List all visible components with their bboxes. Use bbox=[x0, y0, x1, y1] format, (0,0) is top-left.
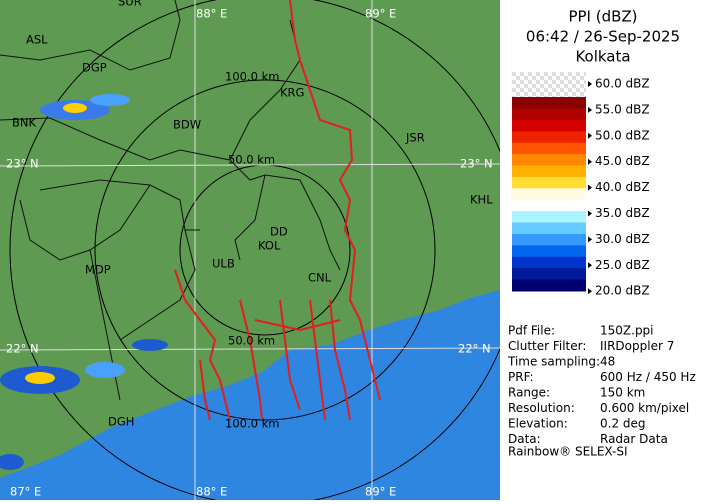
legend-label: 25.0 dBZ bbox=[595, 258, 650, 272]
info-value: 600 Hz / 450 Hz bbox=[600, 370, 696, 384]
color-band bbox=[512, 211, 586, 224]
info-value: 150Z.ppi bbox=[600, 324, 654, 338]
color-band bbox=[512, 188, 586, 201]
info-key: PRF: bbox=[508, 370, 534, 384]
color-band bbox=[512, 199, 586, 212]
color-band bbox=[512, 108, 586, 121]
color-band bbox=[512, 233, 586, 246]
legend-arrow bbox=[588, 210, 592, 217]
info-value: IIRDoppler 7 bbox=[600, 339, 674, 353]
city: DD bbox=[270, 225, 288, 239]
city: ASL bbox=[26, 33, 48, 47]
color-band bbox=[512, 222, 586, 235]
info-value: Radar Data bbox=[600, 432, 668, 446]
info-key: Range: bbox=[508, 386, 550, 400]
echoes bbox=[0, 94, 168, 470]
station: Kolkata bbox=[575, 48, 630, 66]
legend-label: 35.0 dBZ bbox=[595, 206, 650, 220]
color-bar bbox=[512, 72, 586, 292]
info-key: Time sampling: bbox=[507, 355, 600, 369]
info-value: 150 km bbox=[600, 386, 645, 400]
color-band bbox=[512, 165, 586, 178]
legend-arrow bbox=[588, 158, 592, 165]
map: SUR ASL DGP BNK BDW KRG JSR KHL DD KOL U… bbox=[0, 0, 500, 500]
legend-label: 30.0 dBZ bbox=[595, 232, 650, 246]
city: JSR bbox=[405, 131, 425, 145]
legend-arrow bbox=[588, 81, 592, 87]
grid-label: 22° N bbox=[458, 342, 491, 356]
legend-arrow bbox=[588, 262, 592, 269]
legend-arrow bbox=[588, 288, 592, 295]
info-key: Pdf File: bbox=[508, 324, 555, 338]
city: DGH bbox=[108, 415, 134, 429]
sea bbox=[0, 290, 500, 500]
footer: Rainbow® SELEX-SI bbox=[508, 445, 628, 459]
city: KRG bbox=[280, 86, 304, 100]
legend-label: 50.0 dBZ bbox=[595, 128, 650, 142]
color-band bbox=[512, 245, 586, 258]
grid-label: 89° E bbox=[365, 7, 396, 21]
district-borders bbox=[0, 0, 341, 401]
legend-label: 60.0 dBZ bbox=[595, 77, 650, 91]
grid-label: 23° N bbox=[6, 157, 39, 171]
city: BNK bbox=[12, 116, 36, 130]
city: DGP bbox=[82, 61, 107, 75]
grid-label: 87° E bbox=[10, 485, 41, 499]
info-key: Clutter Filter: bbox=[508, 339, 586, 353]
color-band bbox=[512, 142, 586, 155]
grid-label: 22° N bbox=[6, 342, 39, 356]
legend-label: 20.0 dBZ bbox=[595, 284, 650, 298]
grid-label: 88° E bbox=[196, 7, 227, 21]
color-band bbox=[512, 97, 586, 109]
legend-arrow bbox=[588, 184, 592, 191]
city: BDW bbox=[173, 118, 201, 132]
info-key: Resolution: bbox=[508, 401, 575, 415]
time: 06:42 / 26-Sep-2025 bbox=[526, 28, 680, 46]
graticule bbox=[0, 0, 500, 500]
legend-label: 40.0 dBZ bbox=[595, 180, 650, 194]
info-value: 0.600 km/pixel bbox=[600, 401, 689, 415]
info-key: Data: bbox=[508, 432, 541, 446]
city: ULB bbox=[212, 257, 235, 271]
side-panel: PPI (dBZ) 06:42 / 26-Sep-2025 Kolkata 60… bbox=[500, 0, 706, 500]
info-value: 0.2 deg bbox=[600, 417, 646, 431]
color-band bbox=[512, 119, 586, 132]
title: PPI (dBZ) bbox=[568, 8, 637, 26]
grid-label: 88° E bbox=[196, 485, 227, 499]
legend-arrow bbox=[588, 236, 592, 243]
borders bbox=[174, 0, 381, 421]
range-label: 50.0 km bbox=[228, 153, 275, 167]
legend-label: 45.0 dBZ bbox=[595, 154, 650, 168]
color-band bbox=[512, 154, 586, 166]
info-table: Pdf File: 150Z.ppi Clutter Filter: IIRDoppl… bbox=[507, 324, 696, 447]
city: KOL bbox=[258, 239, 281, 253]
city: KHL bbox=[470, 193, 493, 207]
color-band bbox=[512, 131, 586, 144]
grid-label: 89° E bbox=[365, 485, 396, 499]
range-label: 100.0 km bbox=[225, 70, 279, 84]
city-labels: SUR ASL DGP BNK BDW KRG JSR KHL DD KOL U… bbox=[12, 0, 493, 429]
legend: 60.0 dBZ 55.0 dBZ 50.0 dBZ 45.0 dBZ 40.0 dBZ… bbox=[588, 77, 650, 298]
grid-labels: 88° E 89° E 23° N 23° N 22° N 22° N 87° … bbox=[6, 7, 493, 499]
color-band bbox=[512, 279, 586, 292]
legend-arrow bbox=[588, 132, 592, 139]
range-label: 100.0 km bbox=[225, 417, 279, 431]
info-value: 48 bbox=[600, 355, 615, 369]
city: SUR bbox=[118, 0, 142, 9]
color-band bbox=[512, 256, 586, 269]
legend-arrow bbox=[588, 106, 592, 113]
color-band bbox=[512, 268, 586, 281]
range-label: 50.0 km bbox=[228, 334, 275, 348]
range-labels: 100.0 km 50.0 km 50.0 km 100.0 km bbox=[225, 70, 279, 431]
city: CNL bbox=[308, 271, 332, 285]
grid-label: 23° N bbox=[460, 157, 493, 171]
info-key: Elevation: bbox=[508, 417, 568, 431]
legend-label: 55.0 dBZ bbox=[595, 102, 650, 116]
city: MDP bbox=[85, 263, 111, 277]
color-band bbox=[512, 176, 586, 189]
